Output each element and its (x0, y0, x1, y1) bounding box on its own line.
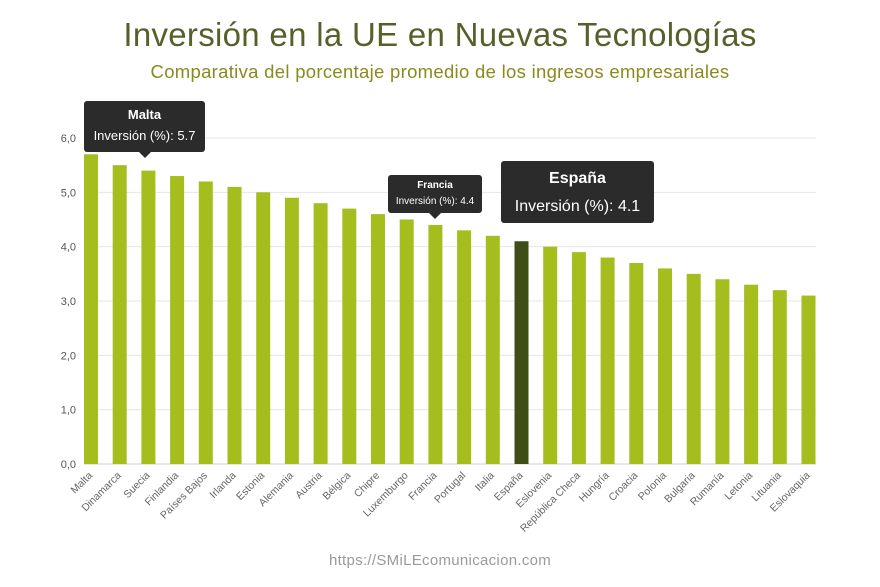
bar[interactable] (399, 219, 414, 465)
bars (84, 154, 816, 465)
y-tick-label: 3,0 (61, 296, 76, 308)
bar[interactable] (313, 203, 328, 464)
bar[interactable] (457, 230, 472, 464)
x-tick-label: Italia (473, 470, 497, 494)
bar[interactable] (514, 241, 529, 464)
tooltip-francia-name: Francia (417, 180, 453, 191)
tooltip-espana-value: Inversión (%): 4.1 (514, 198, 641, 215)
tooltip-espana: España Inversión (%): 4.1 (501, 161, 654, 223)
bar[interactable] (428, 224, 443, 464)
tooltip-malta: Malta Inversión (%): 5.7 (84, 101, 205, 158)
bar[interactable] (141, 170, 156, 464)
y-tick-label: 2,0 (61, 350, 76, 362)
bar[interactable] (686, 273, 701, 464)
bar[interactable] (170, 176, 185, 465)
bar[interactable] (342, 208, 357, 464)
bar[interactable] (485, 235, 500, 464)
x-tick-label: Hungría (577, 470, 612, 505)
x-tick-label: Bélgica (321, 470, 354, 503)
x-tick-label: Croacia (606, 470, 640, 504)
y-tick-label: 5,0 (61, 187, 76, 199)
chart-title: Inversión en la UE en Nuevas Tecnologías (123, 16, 757, 53)
x-tick-label: Malta (68, 470, 95, 497)
bar[interactable] (112, 165, 127, 464)
x-tick-label: Portugal (432, 470, 468, 506)
bar[interactable] (227, 186, 242, 464)
tooltip-espana-name: España (549, 170, 606, 187)
x-tick-label: Irlanda (207, 470, 238, 501)
tooltip-francia: Francia Inversión (%): 4.4 (388, 175, 482, 219)
source-url[interactable]: https://SMiLEcomunicacion.com (328, 552, 552, 569)
bar[interactable] (600, 257, 615, 464)
y-tick-label: 1,0 (61, 405, 76, 417)
bar[interactable] (84, 154, 98, 465)
bar[interactable] (629, 262, 644, 464)
bar[interactable] (256, 192, 271, 465)
y-tick-label: 0,0 (61, 459, 76, 471)
bar[interactable] (371, 214, 385, 464)
y-tick-label: 6,0 (61, 133, 76, 145)
bar[interactable] (744, 284, 759, 464)
bar[interactable] (284, 197, 299, 464)
bar[interactable] (801, 295, 816, 464)
bar[interactable] (198, 181, 213, 464)
bar[interactable] (543, 246, 558, 464)
x-tick-label: Austria (293, 470, 325, 502)
bar[interactable] (772, 290, 787, 464)
tooltip-malta-value: Inversión (%): 5.7 (93, 128, 196, 143)
y-tick-label: 4,0 (61, 242, 76, 254)
bar[interactable] (571, 252, 586, 464)
chart-subtitle: Comparativa del porcentaje promedio de l… (150, 61, 730, 82)
bar[interactable] (658, 268, 672, 464)
tooltip-francia-value: Inversión (%): 4.4 (395, 196, 475, 207)
bar[interactable] (715, 279, 730, 464)
tooltip-malta-name: Malta (127, 107, 162, 122)
y-axis-ticks: 0,0 1,0 2,0 3,0 4,0 5,0 6,0 (61, 133, 76, 471)
